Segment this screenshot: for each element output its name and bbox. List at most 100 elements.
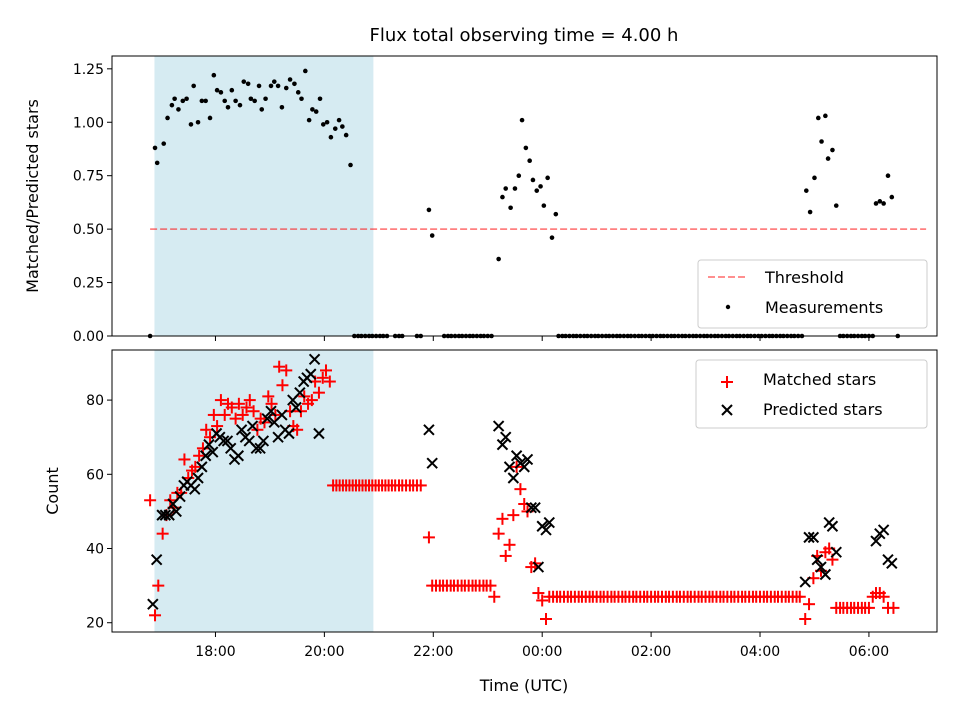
matched-star-point [240, 401, 253, 414]
measurement-point [881, 201, 886, 206]
predicted-star-point [189, 483, 201, 495]
matched-star-point [312, 386, 325, 399]
predicted-star-point [235, 424, 248, 436]
measurement-point [519, 117, 525, 123]
matched-star-point [320, 364, 333, 377]
matched-star-point [149, 609, 162, 622]
predicted-star-point [163, 509, 175, 521]
measurement-point [211, 72, 217, 78]
top-legend: Threshold Measurements [697, 259, 928, 329]
measurement-point [310, 107, 315, 112]
measurement-point [815, 115, 821, 121]
measurement-point [549, 235, 555, 240]
measurement-point [176, 107, 181, 112]
predicted-star-point [305, 368, 317, 380]
measurement-point [541, 203, 547, 208]
measurement-point [283, 85, 289, 91]
measurement-point [830, 147, 835, 153]
measurement-point [252, 98, 257, 104]
predicted-star-point [525, 501, 538, 514]
top-legend-measurements-label: Measurements [765, 298, 883, 317]
predicted-star-point [170, 505, 182, 518]
predicted-star-point [207, 446, 219, 458]
predicted-star-point [518, 461, 530, 473]
matched-star-point [152, 579, 165, 592]
predicted-star-point [507, 472, 520, 484]
matched-star-point [273, 360, 286, 373]
measurement-point [313, 109, 319, 114]
measurement-point [825, 156, 831, 161]
measurement-point [534, 188, 540, 193]
measurement-point [336, 117, 342, 123]
top-panel-x-ticks [214, 336, 870, 341]
predicted-star-point [510, 450, 523, 462]
x-tick-label: 02:00 [631, 644, 671, 660]
measurement-point [527, 158, 532, 164]
matched-star-point [232, 397, 245, 410]
measurement-point [306, 117, 312, 123]
predicted-star-point [290, 401, 302, 414]
x-tick-label: 06:00 [849, 644, 889, 660]
predicted-star-point [196, 461, 208, 473]
measurement-point [256, 83, 262, 89]
bottom-panel: 20 40 60 80 18:00 20:00 22:00 00:00 02:00 04:00 0… [43, 349, 938, 695]
top-panel-y-ticks: 0.00 0.25 0.50 0.75 1.00 1.25 [73, 62, 112, 345]
measurement-point [516, 173, 522, 178]
top-panel-highlight-band [154, 56, 374, 336]
top-panel-y-label: Matched/Predicted stars [23, 99, 42, 293]
predicted-star-point [807, 531, 820, 544]
x-axis-label: Time (UTC) [479, 676, 568, 695]
measurement-point [229, 87, 235, 93]
predicted-star-point [532, 561, 545, 573]
matched-star-point [262, 390, 275, 403]
matched-star-point [532, 587, 545, 600]
y-tick-label: 0.75 [73, 169, 104, 185]
bottom-panel-x-ticks: 18:00 20:00 22:00 00:00 02:00 04:00 06:00 [195, 632, 889, 660]
predicted-star-point [265, 405, 277, 417]
measurement-point [195, 119, 201, 125]
predicted-star-point [313, 427, 325, 440]
matched-star-point [211, 420, 224, 433]
matched-star-point [247, 405, 260, 418]
top-legend-box [697, 259, 928, 329]
matched-star-point [305, 394, 318, 407]
matched-star-point [799, 613, 812, 626]
predicted-star-point [886, 557, 898, 570]
predicted-star-point [877, 524, 890, 536]
measurement-point [833, 203, 839, 208]
y-tick-label: 60 [86, 467, 104, 483]
matched-star-point [225, 401, 238, 414]
predicted-star-point [830, 546, 842, 558]
predicted-star-point [543, 516, 555, 529]
y-tick-label: 80 [86, 393, 104, 409]
predicted-star-point [426, 457, 438, 469]
predicted-star-point [254, 442, 266, 455]
measurement-point [172, 96, 177, 102]
measurement-point [245, 81, 251, 87]
top-panel-frame [111, 55, 938, 337]
measurement-point [512, 186, 518, 191]
measurement-point [287, 77, 293, 82]
matched-star-point [540, 613, 553, 626]
measurement-point [248, 96, 254, 102]
bottom-panel-y-ticks: 20 40 60 80 [86, 393, 112, 632]
y-tick-label: 1.25 [73, 62, 104, 78]
matched-star-point [144, 494, 157, 507]
measurement-point [263, 96, 268, 102]
matched-stars-series [144, 360, 900, 626]
matched-star-point [323, 375, 336, 388]
bottom-panel-y-label: Count [43, 467, 62, 515]
measurement-point [199, 98, 205, 104]
y-tick-label: 40 [86, 542, 104, 558]
matched-star-point [276, 379, 289, 392]
measurement-point [152, 145, 158, 151]
matched-star-point [316, 371, 329, 384]
matched-star-point [514, 483, 527, 496]
predicted-star-point [500, 431, 512, 443]
measurement-point [271, 79, 277, 84]
measurement-point [222, 98, 228, 104]
measurement-point [268, 83, 274, 89]
bottom-legend-matched-label: Matched stars [763, 370, 876, 389]
measurement-point [184, 96, 189, 102]
chart-title: Flux total observing time = 4.00 h [370, 25, 679, 46]
